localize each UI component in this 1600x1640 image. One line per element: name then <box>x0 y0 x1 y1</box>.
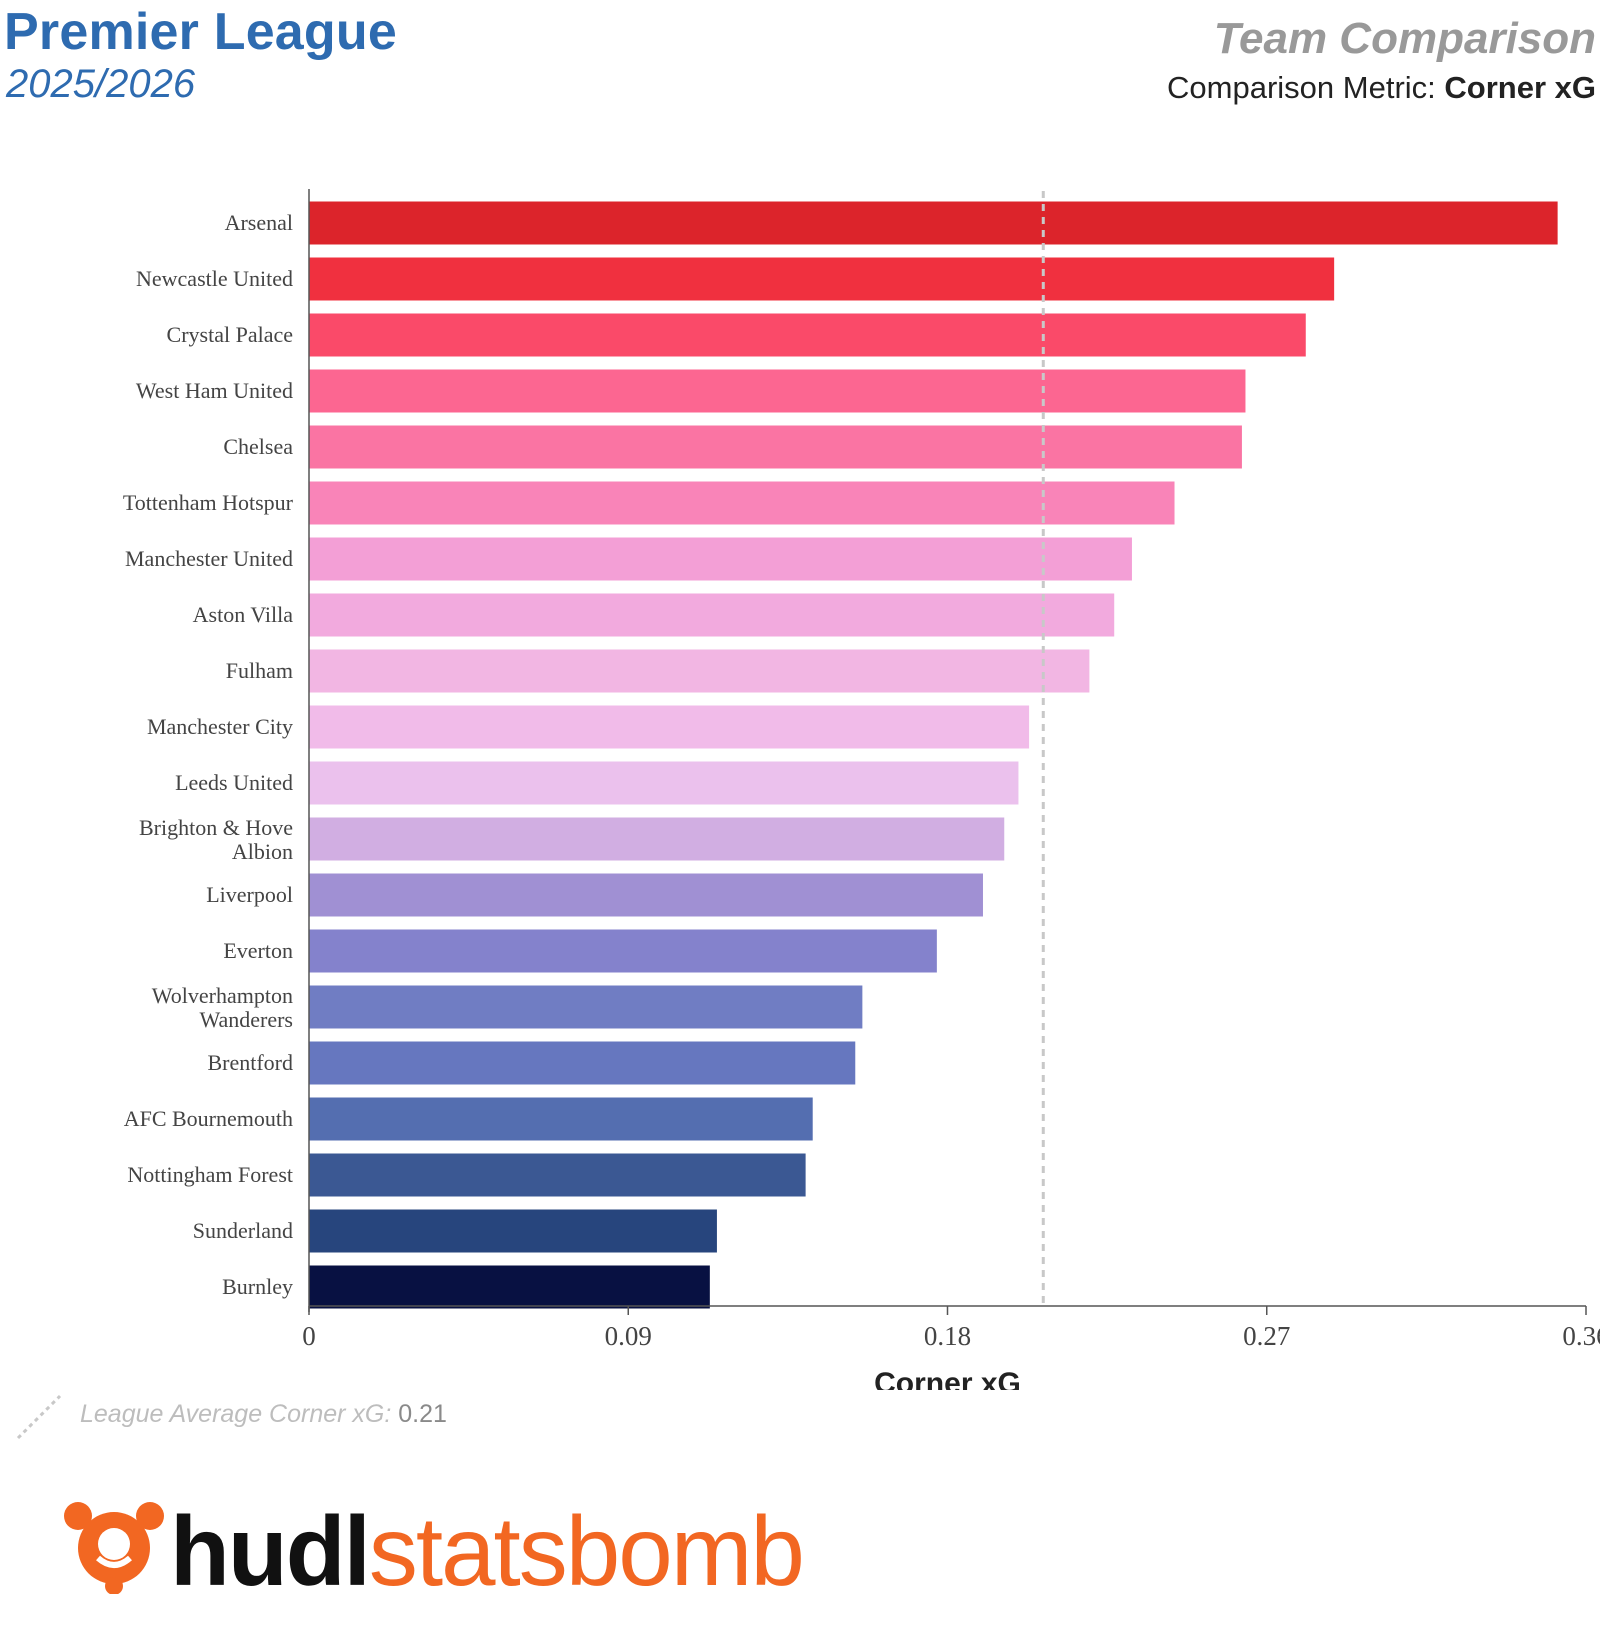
category-label: West Ham United <box>136 378 293 403</box>
category-label: Wolverhampton Wanderers <box>152 983 293 1032</box>
category-label: AFC Bournemouth <box>124 1106 293 1131</box>
x-tick-label: 0.27 <box>1243 1321 1290 1351</box>
category-label: Crystal Palace <box>167 322 293 347</box>
league-average-label: League Average Corner xG: <box>80 1400 392 1428</box>
category-label: Brighton & Hove Albion <box>139 815 293 864</box>
category-label: Leeds United <box>175 770 293 795</box>
category-label-line: Fulham <box>226 658 293 683</box>
brand-wordmark: hudlstatsbomb <box>170 1496 805 1606</box>
category-label-line: Aston Villa <box>193 602 294 627</box>
category-label-line: Nottingham Forest <box>127 1162 293 1187</box>
category-label-line: Leeds United <box>175 770 293 795</box>
bar <box>309 257 1335 301</box>
x-axis-title: Corner xG <box>874 1367 1021 1390</box>
bar <box>309 873 983 917</box>
x-tick-label: 0 <box>302 1321 316 1351</box>
bar <box>309 313 1306 357</box>
category-label-line: Sunderland <box>193 1218 293 1243</box>
bar <box>309 1041 856 1085</box>
category-label: Newcastle United <box>136 266 293 291</box>
bar <box>309 481 1175 525</box>
category-label: Tottenham Hotspur <box>123 490 294 515</box>
category-label-line: Newcastle United <box>136 266 293 291</box>
category-label: Manchester City <box>147 714 293 739</box>
league-average-note: League Average Corner xG: 0.21 <box>80 1400 447 1429</box>
bar <box>309 929 937 973</box>
category-label-line: Brentford <box>207 1050 293 1075</box>
category-label-line: Burnley <box>222 1274 293 1299</box>
category-label: Liverpool <box>206 882 293 907</box>
category-label-line: Liverpool <box>206 882 293 907</box>
category-label-line: Brighton & Hove <box>139 815 293 840</box>
category-label-line: Everton <box>223 938 293 963</box>
category-label-line: Crystal Palace <box>167 322 293 347</box>
x-tick-label: 0.09 <box>605 1321 652 1351</box>
category-label-line: West Ham United <box>136 378 293 403</box>
category-label: Manchester United <box>125 546 293 571</box>
x-tick-label: 0.36 <box>1562 1321 1600 1351</box>
average-line-legend-icon <box>16 1394 62 1440</box>
category-label: Burnley <box>222 1274 293 1299</box>
brand-wordmark-hudl: hudl <box>170 1496 371 1606</box>
statsbomb-logo-icon <box>64 1502 164 1594</box>
category-label: Sunderland <box>193 1218 293 1243</box>
league-title: Premier League <box>4 3 397 61</box>
bar <box>309 425 1242 469</box>
category-label-line: AFC Bournemouth <box>124 1106 293 1131</box>
bar <box>309 985 863 1029</box>
x-tick-label: 0.18 <box>924 1321 971 1351</box>
category-label-line: Albion <box>232 839 293 864</box>
comparison-title: Team Comparison <box>1213 14 1596 63</box>
metric-name: Corner xG <box>1444 70 1596 105</box>
bar <box>309 649 1090 693</box>
category-label-line: Manchester City <box>147 714 293 739</box>
category-label-line: Tottenham Hotspur <box>123 490 294 515</box>
bar <box>309 1209 717 1253</box>
bar <box>309 705 1030 749</box>
bar <box>309 761 1019 805</box>
category-label: Nottingham Forest <box>127 1162 293 1187</box>
category-label: Aston Villa <box>193 602 294 627</box>
category-label: Brentford <box>207 1050 293 1075</box>
bar <box>309 817 1005 861</box>
category-label: Everton <box>223 938 293 963</box>
comparison-metric-line: Comparison Metric: Corner xG <box>1167 70 1596 106</box>
bar <box>309 1097 813 1141</box>
metric-prefix: Comparison Metric: <box>1167 70 1445 105</box>
category-label-line: Wolverhampton <box>152 983 293 1008</box>
bar <box>309 537 1132 581</box>
bar <box>309 201 1558 245</box>
season-label: 2025/2026 <box>6 62 196 106</box>
category-label: Fulham <box>226 658 293 683</box>
bar <box>309 1153 806 1197</box>
category-label: Chelsea <box>223 434 293 459</box>
league-average-value: 0.21 <box>398 1400 447 1428</box>
category-label: Arsenal <box>225 210 293 235</box>
brand-wordmark-statsbomb: statsbomb <box>368 1496 805 1606</box>
category-label-line: Chelsea <box>223 434 293 459</box>
bar-chart: Arsenal Newcastle United Crystal Palace Wes… <box>123 189 1600 1390</box>
category-label-line: Arsenal <box>225 210 293 235</box>
category-label-line: Manchester United <box>125 546 293 571</box>
bar <box>309 1265 710 1309</box>
bar <box>309 369 1246 413</box>
bar <box>309 593 1115 637</box>
category-label-line: Wanderers <box>199 1007 293 1032</box>
